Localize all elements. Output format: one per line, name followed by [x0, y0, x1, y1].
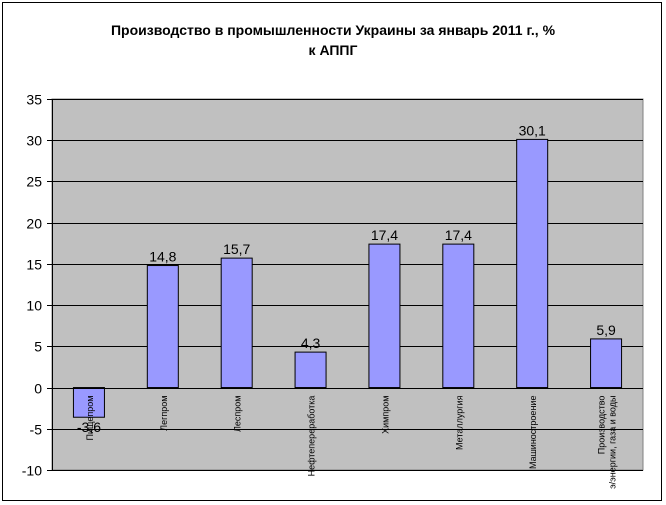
data-label: 17,4	[371, 227, 398, 243]
y-tick-label: 35	[26, 92, 42, 108]
y-tick-label: -10	[22, 463, 42, 479]
x-tick-label: э/энергии, газа и воды	[608, 396, 618, 489]
bar	[220, 257, 253, 389]
bar	[590, 338, 623, 389]
y-tick-label: 0	[34, 381, 42, 397]
x-tick-label: Машиностроение	[528, 396, 538, 469]
data-label: 5,9	[596, 322, 616, 338]
chart-title-line-2: к АППГ	[308, 42, 358, 58]
y-tick-label: 5	[34, 339, 42, 355]
bar	[72, 387, 105, 418]
x-tick-label: Химпром	[380, 396, 390, 434]
bar	[368, 243, 401, 389]
y-tick-label: 20	[26, 216, 42, 232]
y-tick-label: 10	[26, 298, 42, 314]
bar	[516, 138, 549, 389]
x-tick-label: Металлургия	[454, 395, 464, 450]
data-label: 15,7	[223, 241, 250, 257]
y-tick-label: 15	[26, 257, 42, 273]
chart-title-line-1: Производство в промышленности Украины за…	[110, 22, 556, 38]
x-tick-label: Леспром	[233, 396, 243, 432]
data-label: 4,3	[301, 335, 321, 351]
x-tick-label: Производство	[597, 396, 607, 455]
data-label: -3,6	[77, 419, 101, 435]
x-tick-label: Легпром	[159, 396, 169, 431]
data-label: 17,4	[445, 227, 472, 243]
x-tick-label: Нефтепереработка	[307, 396, 317, 477]
plot-area	[51, 98, 644, 471]
y-tick-label: -5	[30, 422, 43, 438]
y-tick-label: 25	[26, 174, 42, 190]
bar	[146, 265, 179, 389]
data-label: 14,8	[149, 249, 176, 265]
y-tick-label: 30	[26, 133, 42, 149]
bar	[442, 243, 475, 389]
x-tick-label: Пищепром	[85, 396, 95, 441]
bar	[294, 351, 327, 389]
data-label: 30,1	[519, 122, 546, 138]
chart-title: Производство в промышленности Украины за…	[0, 20, 666, 60]
